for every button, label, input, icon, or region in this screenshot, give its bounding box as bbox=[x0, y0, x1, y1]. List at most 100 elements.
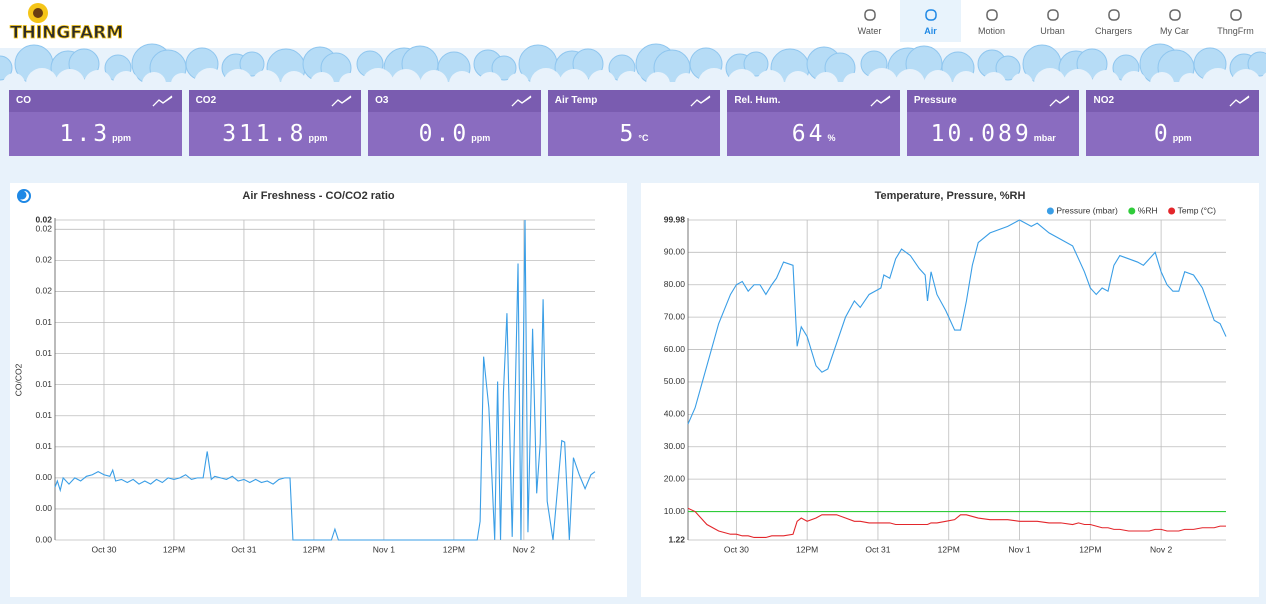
cloud bbox=[924, 70, 952, 82]
nav-label: My Car bbox=[1160, 26, 1189, 36]
chart: Air Freshness - CO/CO2 ratio CO/CO2 0.00 0.… bbox=[13, 189, 596, 554]
x-tick-label: Oct 30 bbox=[91, 544, 116, 554]
nav-icon-shape bbox=[924, 9, 937, 21]
tile-body: 1.3 ppm bbox=[9, 112, 182, 147]
chart-panel: Air Freshness - CO/CO2 ratio CO/CO2 0.00 0.… bbox=[10, 183, 627, 597]
cloud bbox=[953, 71, 979, 82]
cloud bbox=[866, 68, 898, 82]
cloud bbox=[1202, 68, 1234, 82]
y-tick-label: 0.02 bbox=[35, 224, 52, 234]
cloud bbox=[26, 68, 58, 82]
cloud bbox=[478, 72, 502, 82]
legend-marker bbox=[1128, 207, 1136, 215]
tile-body: 64% bbox=[727, 112, 900, 147]
cloud bbox=[982, 72, 1006, 82]
nav-item[interactable]: ThngFrm bbox=[1205, 0, 1266, 42]
x-tick-label: 12PM bbox=[443, 544, 465, 554]
trend-icon-line bbox=[1050, 96, 1070, 107]
y-tick-label: 50.00 bbox=[664, 376, 686, 386]
nav-icon bbox=[1046, 9, 1059, 21]
x-tick-label: 12PM bbox=[796, 544, 818, 554]
tile: CO 1.3 ppm bbox=[9, 90, 182, 156]
tile-label: CO2 bbox=[195, 95, 217, 106]
nav-item[interactable]: My Car bbox=[1144, 0, 1205, 42]
cloud bbox=[743, 51, 769, 77]
tile: Rel. Hum. 64% bbox=[727, 90, 900, 156]
cloud bbox=[55, 69, 85, 82]
y-tick-label: 30.00 bbox=[664, 441, 686, 451]
trend-icon bbox=[690, 95, 711, 107]
tile-header: NO2 bbox=[1086, 90, 1260, 112]
nav-item[interactable]: Chargers bbox=[1083, 0, 1144, 42]
trend-icon bbox=[1050, 95, 1070, 107]
tile-unit: mbar bbox=[1033, 133, 1056, 143]
cloud bbox=[1034, 68, 1066, 82]
x-tick-label: 12PM bbox=[1079, 544, 1101, 554]
chart: Temperature, Pressure, %RH 1.22 10.00 20.00… bbox=[664, 190, 1227, 554]
trend-icon-line bbox=[511, 96, 532, 107]
nav-item[interactable]: Urban bbox=[1022, 0, 1083, 42]
chart-panel: Temperature, Pressure, %RH 1.22 10.00 20.00… bbox=[641, 183, 1259, 597]
cloud bbox=[310, 72, 334, 82]
trend-icon bbox=[511, 95, 532, 107]
legend-label[interactable]: %RH bbox=[1138, 205, 1158, 215]
tile-value: 1.3 bbox=[59, 121, 111, 147]
x-tick-label: Nov 2 bbox=[1150, 544, 1172, 554]
chart-title: Temperature, Pressure, %RH bbox=[875, 190, 1026, 202]
tile-header: Pressure bbox=[906, 90, 1080, 112]
cloud bbox=[785, 71, 811, 82]
cloud bbox=[698, 68, 730, 82]
nav-label: Motion bbox=[977, 26, 1005, 36]
data-line bbox=[54, 219, 596, 541]
legend-marker bbox=[1046, 207, 1054, 215]
logo[interactable]: THINGFARM bbox=[8, 2, 138, 46]
tile-header: CO2 bbox=[188, 90, 362, 112]
x-tick-label: Oct 31 bbox=[231, 544, 256, 554]
nav-icon bbox=[1168, 9, 1181, 21]
cloud bbox=[84, 70, 112, 82]
y-tick-label: 0.01 bbox=[35, 317, 52, 327]
trend-icon-line bbox=[870, 96, 891, 107]
trend-icon-line bbox=[690, 95, 711, 107]
cloud bbox=[281, 71, 307, 82]
tile-header: O3 bbox=[368, 90, 541, 112]
chart-icon-glyph bbox=[20, 191, 30, 201]
y-tick-label: 0.01 bbox=[35, 410, 52, 420]
nav-label: ThngFrm bbox=[1217, 26, 1254, 36]
nav-icon-shape bbox=[985, 9, 998, 21]
x-tick-label: Oct 31 bbox=[865, 544, 890, 554]
nav-item[interactable]: Motion bbox=[961, 0, 1022, 42]
tile-label: O3 bbox=[375, 95, 389, 106]
legend-label[interactable]: Pressure (mbar) bbox=[1056, 205, 1118, 215]
tile: NO2 0 ppm bbox=[1086, 90, 1260, 156]
cloud bbox=[339, 73, 361, 82]
cloud bbox=[449, 71, 475, 82]
tile-header: Air Temp bbox=[547, 90, 721, 112]
cloud bbox=[814, 72, 838, 82]
trend-icon-line bbox=[152, 95, 172, 107]
tile-header: CO bbox=[9, 90, 182, 112]
cloud bbox=[617, 71, 643, 82]
y-tick-label: 10.00 bbox=[664, 506, 686, 516]
nav-item[interactable]: Water bbox=[839, 0, 900, 42]
nav-item[interactable]: Air bbox=[900, 0, 961, 42]
cloud bbox=[362, 68, 394, 82]
nav-icon bbox=[985, 9, 998, 21]
tile: O3 0.0 ppm bbox=[368, 90, 541, 156]
x-tick-label: 12PM bbox=[938, 544, 960, 554]
cloud bbox=[491, 55, 517, 81]
y-tick-label: 90.00 bbox=[664, 247, 686, 257]
cloud bbox=[0, 55, 13, 81]
tile-label: NO2 bbox=[1093, 95, 1115, 106]
nav-icon bbox=[924, 9, 937, 21]
nav-icon-shape bbox=[1168, 9, 1181, 21]
data-line bbox=[687, 219, 1227, 425]
cloud bbox=[1260, 72, 1266, 82]
legend-label[interactable]: Temp (°C) bbox=[1178, 205, 1217, 215]
y-tick-label: 20.00 bbox=[664, 473, 686, 483]
trend-icon-line bbox=[1229, 95, 1250, 107]
tile-label: Pressure bbox=[913, 95, 957, 106]
tile-body: 0.0 ppm bbox=[368, 112, 541, 147]
cloud bbox=[252, 70, 280, 82]
trend-icon-line bbox=[152, 96, 172, 107]
